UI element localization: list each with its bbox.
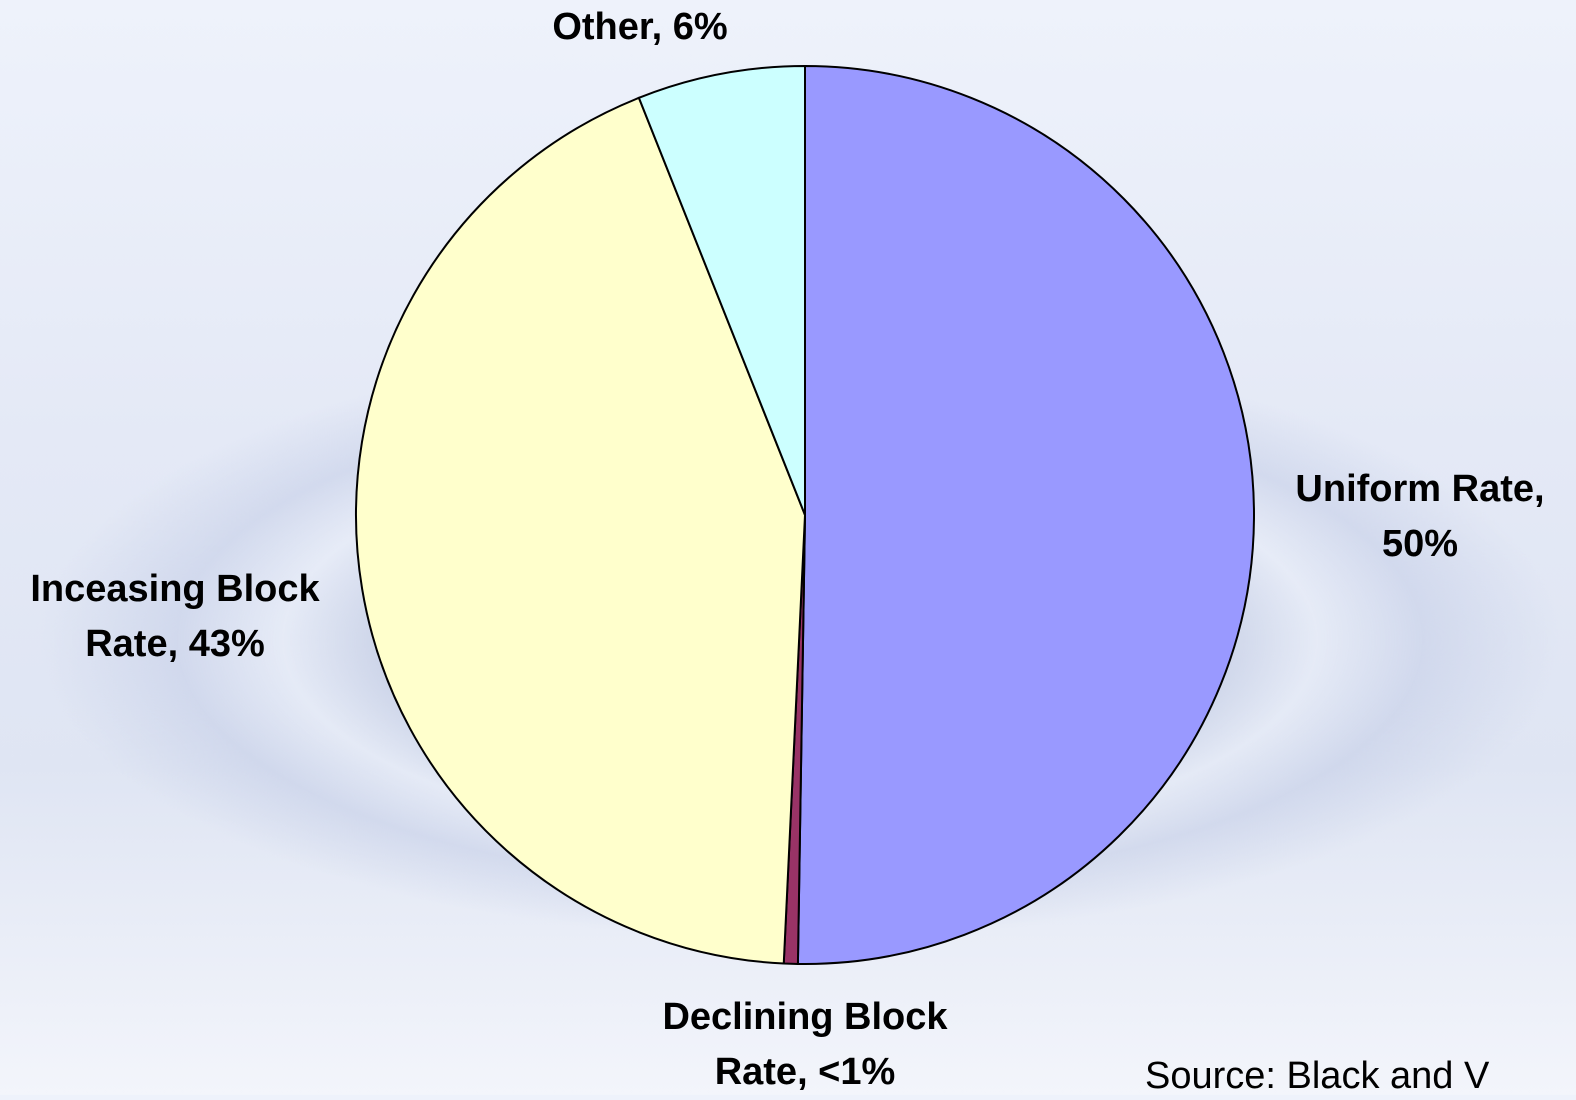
- pie-slice: [796, 64, 1255, 965]
- source-note: Source: Black and V: [1145, 1055, 1490, 1097]
- slice-label: Other, 6%: [552, 6, 728, 48]
- slice-label: Uniform Rate, 50%: [1295, 468, 1545, 565]
- pie-slice: [637, 64, 806, 516]
- slice-label: Inceasing Block Rate, 43%: [30, 568, 320, 665]
- pie-slice: [355, 96, 807, 965]
- slice-label: Declining Block Rate, <1%: [662, 996, 948, 1093]
